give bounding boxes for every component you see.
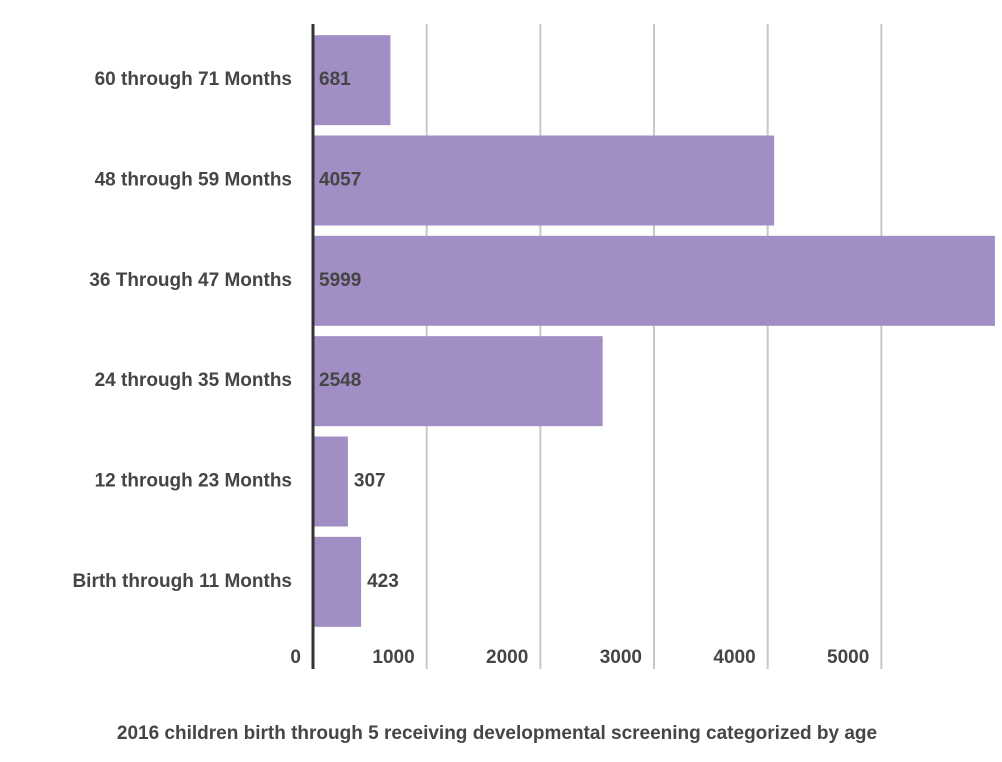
bar <box>313 436 348 527</box>
x-tick-label: 1000 <box>372 647 414 668</box>
x-tick-label: 4000 <box>713 647 755 668</box>
chart-title: 2016 children birth through 5 receiving … <box>117 723 877 744</box>
bar <box>313 235 995 326</box>
bar <box>313 135 775 226</box>
y-tick-label: 60 through 71 Months <box>95 69 292 90</box>
bar <box>313 35 391 126</box>
x-tick-label: 5000 <box>827 647 869 668</box>
x-tick-label: 0 <box>290 647 301 668</box>
x-tick-label: 3000 <box>600 647 642 668</box>
y-tick-label: 12 through 23 Months <box>95 471 292 492</box>
value-label: 423 <box>367 571 399 592</box>
value-label: 307 <box>354 471 386 492</box>
value-label: 4057 <box>319 170 361 191</box>
y-tick-label: 48 through 59 Months <box>95 170 292 191</box>
y-tick-label: 36 Through 47 Months <box>89 270 292 291</box>
bar <box>313 536 362 627</box>
x-tick-label: 2000 <box>486 647 528 668</box>
value-label: 681 <box>319 69 351 90</box>
bar <box>313 336 603 427</box>
y-tick-label: 24 through 35 Months <box>95 370 292 391</box>
value-label: 2548 <box>319 370 361 391</box>
y-tick-label: Birth through 11 Months <box>72 571 292 592</box>
value-label: 5999 <box>319 270 361 291</box>
